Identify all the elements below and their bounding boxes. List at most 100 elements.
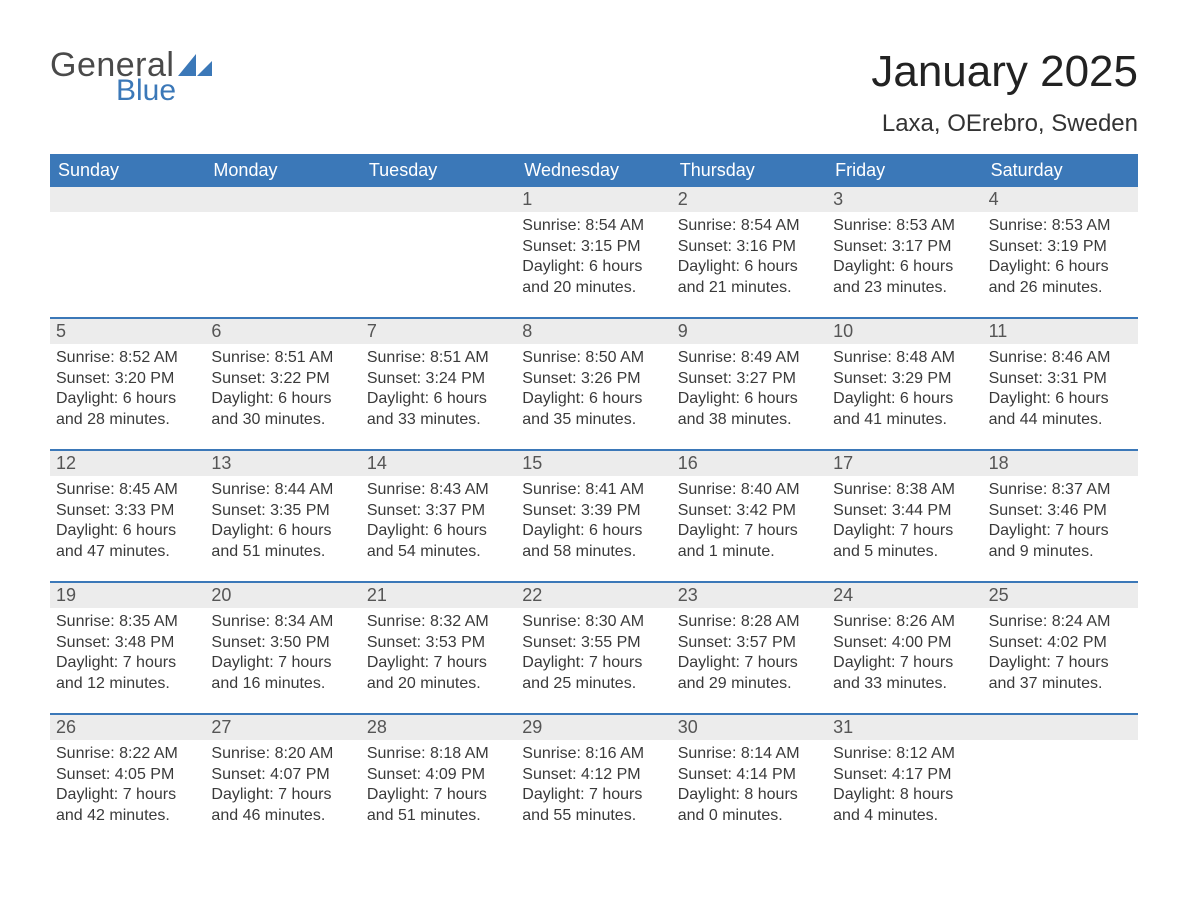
daylight-line: Daylight: 7 hours and 51 minutes. [367,785,510,826]
day-cell [50,187,205,317]
day-number: 5 [50,319,205,344]
logo-word-blue: Blue [116,76,176,106]
week-row: 19Sunrise: 8:35 AMSunset: 3:48 PMDayligh… [50,581,1138,713]
day-cell: 20Sunrise: 8:34 AMSunset: 3:50 PMDayligh… [205,583,360,713]
day-number: 7 [361,319,516,344]
daylight-line: Daylight: 7 hours and 55 minutes. [522,785,665,826]
sunset-line: Sunset: 3:57 PM [678,633,821,653]
weekday-label: Thursday [672,154,827,187]
weekday-label: Sunday [50,154,205,187]
daylight-line: Daylight: 6 hours and 44 minutes. [989,389,1132,430]
day-number: 11 [983,319,1138,344]
day-info: Sunrise: 8:45 AMSunset: 3:33 PMDaylight:… [56,480,199,562]
sunset-line: Sunset: 3:37 PM [367,501,510,521]
sunrise-line: Sunrise: 8:53 AM [989,216,1132,236]
daylight-line: Daylight: 7 hours and 37 minutes. [989,653,1132,694]
day-cell: 7Sunrise: 8:51 AMSunset: 3:24 PMDaylight… [361,319,516,449]
day-number: 15 [516,451,671,476]
day-number: 13 [205,451,360,476]
day-number: 10 [827,319,982,344]
day-info: Sunrise: 8:34 AMSunset: 3:50 PMDaylight:… [211,612,354,694]
daylight-line: Daylight: 7 hours and 46 minutes. [211,785,354,826]
day-info: Sunrise: 8:37 AMSunset: 3:46 PMDaylight:… [989,480,1132,562]
daylight-line: Daylight: 6 hours and 26 minutes. [989,257,1132,298]
day-info: Sunrise: 8:38 AMSunset: 3:44 PMDaylight:… [833,480,976,562]
sunrise-line: Sunrise: 8:37 AM [989,480,1132,500]
weekday-label: Wednesday [516,154,671,187]
day-number [361,187,516,212]
day-info: Sunrise: 8:53 AMSunset: 3:19 PMDaylight:… [989,216,1132,298]
sunrise-line: Sunrise: 8:51 AM [211,348,354,368]
day-cell: 26 Sunrise: 8:22 AMSunset: 4:05 PMDayligh… [50,715,205,845]
day-info: Sunrise: 8:46 AMSunset: 3:31 PMDaylight:… [989,348,1132,430]
day-number: 1 [516,187,671,212]
day-number: 16 [672,451,827,476]
day-info: Sunrise: 8:30 AMSunset: 3:55 PMDaylight:… [522,612,665,694]
title-block: January 2025 Laxa, OErebro, Sweden [871,48,1138,138]
day-number [205,187,360,212]
day-cell: 3Sunrise: 8:53 AMSunset: 3:17 PMDaylight… [827,187,982,317]
sunset-line: Sunset: 3:15 PM [522,237,665,257]
sunset-line: Sunset: 4:17 PM [833,765,976,785]
day-cell: 24Sunrise: 8:26 AMSunset: 4:00 PMDayligh… [827,583,982,713]
daylight-line: Daylight: 6 hours and 58 minutes. [522,521,665,562]
sunrise-line: Sunrise: 8:14 AM [678,744,821,764]
day-number: 22 [516,583,671,608]
week-row: 12 Sunrise: 8:45 AMSunset: 3:33 PMDayligh… [50,449,1138,581]
week-row: 26Sunrise: 8:22 AMSunset: 4:05 PMDayligh… [50,713,1138,845]
day-info: Sunrise: 8:14 AMSunset: 4:14 PMDaylight:… [678,744,821,826]
sunset-line: Sunset: 3:50 PM [211,633,354,653]
day-cell: 27 Sunrise: 8:20 AMSunset: 4:07 PMDayligh… [205,715,360,845]
day-number: 31 [827,715,982,740]
sunrise-line: Sunrise: 8:26 AM [833,612,976,632]
sunrise-line: Sunrise: 8:52 AM [56,348,199,368]
sunset-line: Sunset: 4:02 PM [989,633,1132,653]
sunset-line: Sunset: 3:22 PM [211,369,354,389]
day-info: Sunrise: 8:18 AMSunset: 4:09 PMDaylight:… [367,744,510,826]
sunrise-line: Sunrise: 8:35 AM [56,612,199,632]
sunrise-line: Sunrise: 8:28 AM [678,612,821,632]
day-number: 29 [516,715,671,740]
sunrise-line: Sunrise: 8:12 AM [833,744,976,764]
day-info: Sunrise: 8:22 AMSunset: 4:05 PMDaylight:… [56,744,199,826]
day-cell: 30Sunrise: 8:14 AMSunset: 4:14 PMDayligh… [672,715,827,845]
sunrise-line: Sunrise: 8:50 AM [522,348,665,368]
calendar: SundayMondayTuesdayWednesdayThursdayFrid… [50,154,1138,845]
daylight-line: Daylight: 6 hours and 28 minutes. [56,389,199,430]
day-number: 26 [50,715,205,740]
daylight-line: Daylight: 7 hours and 42 minutes. [56,785,199,826]
day-info: Sunrise: 8:16 AMSunset: 4:12 PMDaylight:… [522,744,665,826]
sunset-line: Sunset: 3:35 PM [211,501,354,521]
day-number: 27 [205,715,360,740]
day-number [50,187,205,212]
day-info: Sunrise: 8:24 AMSunset: 4:02 PMDaylight:… [989,612,1132,694]
day-number: 18 [983,451,1138,476]
sunset-line: Sunset: 3:53 PM [367,633,510,653]
sunset-line: Sunset: 4:07 PM [211,765,354,785]
day-number: 25 [983,583,1138,608]
sunrise-line: Sunrise: 8:48 AM [833,348,976,368]
sunset-line: Sunset: 3:26 PM [522,369,665,389]
daylight-line: Daylight: 7 hours and 5 minutes. [833,521,976,562]
sunrise-line: Sunrise: 8:38 AM [833,480,976,500]
day-cell: 11 Sunrise: 8:46 AMSunset: 3:31 PMDayligh… [983,319,1138,449]
day-number: 12 [50,451,205,476]
day-info: Sunrise: 8:41 AMSunset: 3:39 PMDaylight:… [522,480,665,562]
sunrise-line: Sunrise: 8:22 AM [56,744,199,764]
day-info: Sunrise: 8:32 AMSunset: 3:53 PMDaylight:… [367,612,510,694]
day-cell: 21Sunrise: 8:32 AMSunset: 3:53 PMDayligh… [361,583,516,713]
sunset-line: Sunset: 3:48 PM [56,633,199,653]
sunset-line: Sunset: 4:09 PM [367,765,510,785]
sunset-line: Sunset: 3:20 PM [56,369,199,389]
day-number: 28 [361,715,516,740]
page: General Blue January 2025 Laxa, OErebro,… [0,0,1188,918]
day-cell: 14Sunrise: 8:43 AMSunset: 3:37 PMDayligh… [361,451,516,581]
sunrise-line: Sunrise: 8:20 AM [211,744,354,764]
day-number: 14 [361,451,516,476]
day-info: Sunrise: 8:26 AMSunset: 4:00 PMDaylight:… [833,612,976,694]
daylight-line: Daylight: 6 hours and 21 minutes. [678,257,821,298]
sunrise-line: Sunrise: 8:43 AM [367,480,510,500]
daylight-line: Daylight: 7 hours and 29 minutes. [678,653,821,694]
sunrise-line: Sunrise: 8:41 AM [522,480,665,500]
sunset-line: Sunset: 4:05 PM [56,765,199,785]
